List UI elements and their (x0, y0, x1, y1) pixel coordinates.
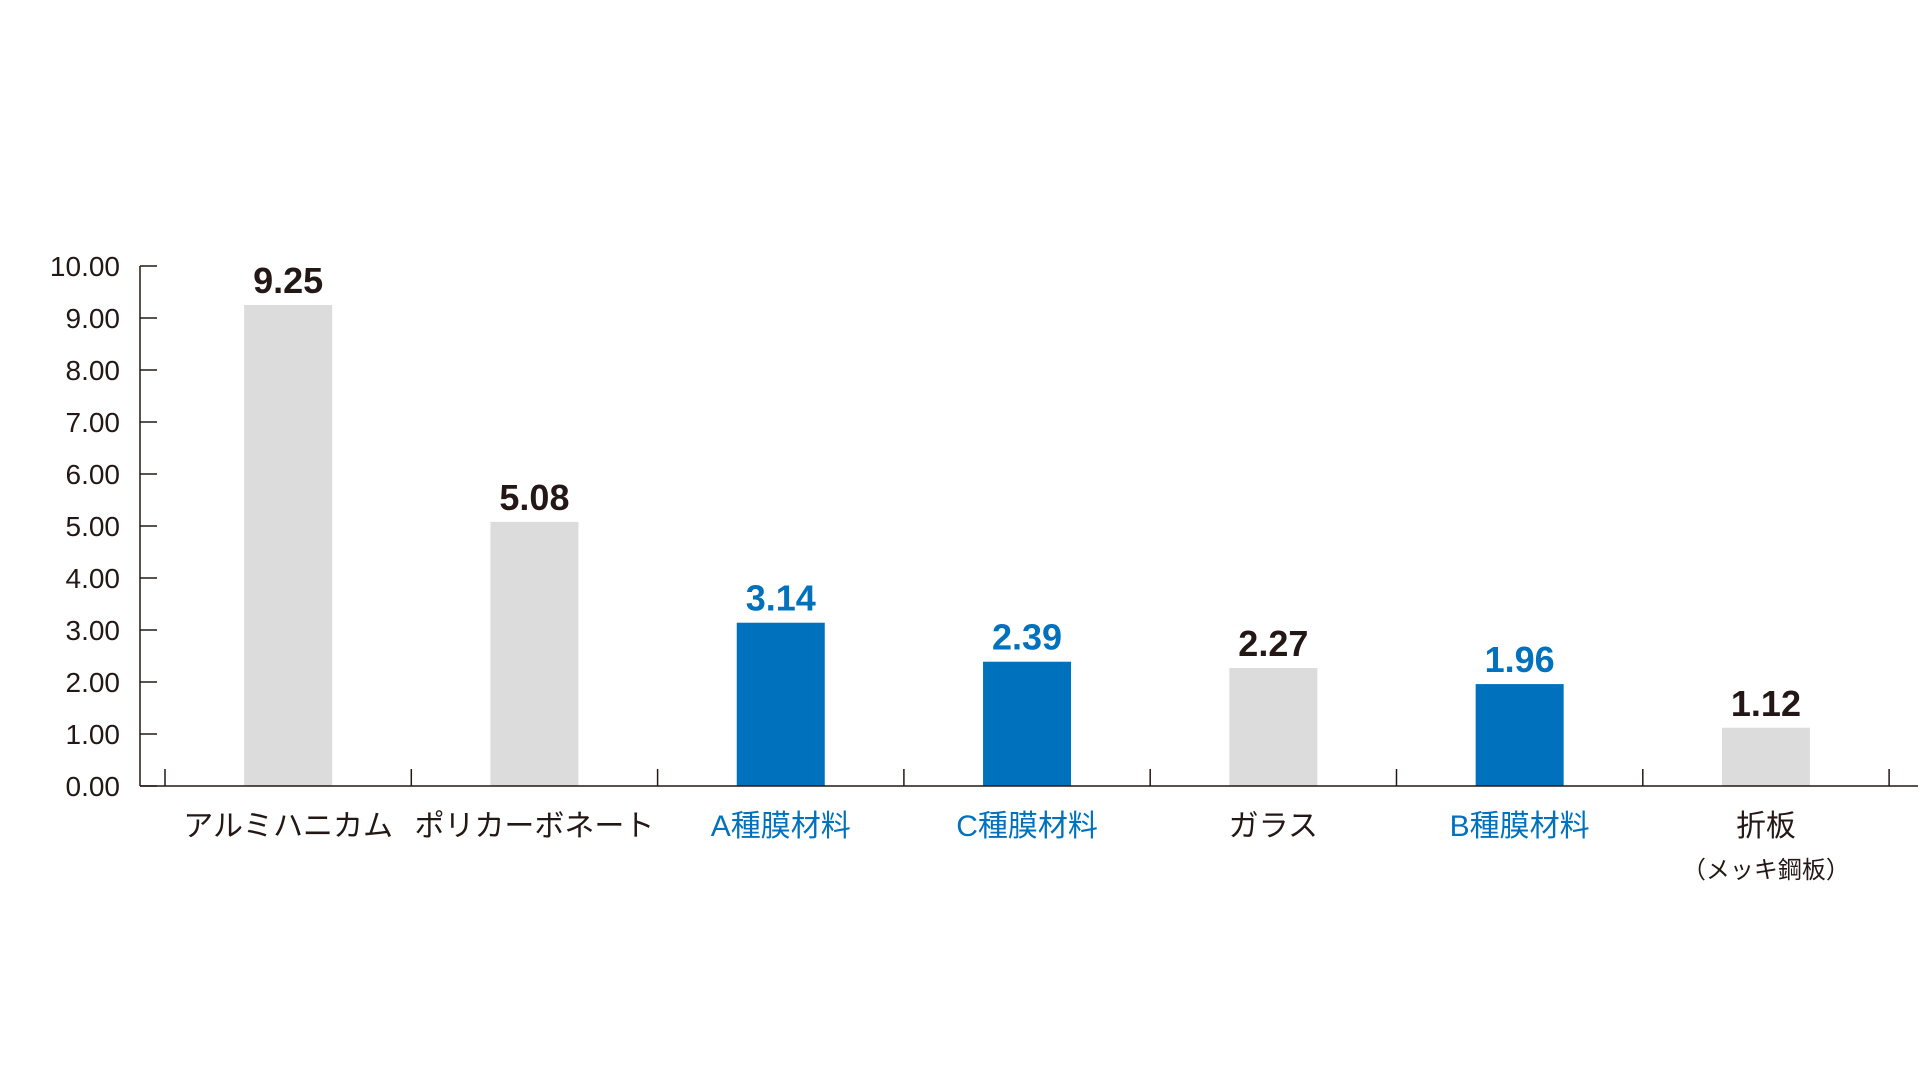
y-tick-label: 9.00 (66, 303, 121, 334)
bar (1475, 684, 1564, 786)
bar-value-label: 3.14 (746, 578, 816, 619)
y-tick-label: 5.00 (66, 511, 121, 542)
bar-value-label: 1.12 (1731, 683, 1801, 724)
y-tick-label: 7.00 (66, 407, 121, 438)
y-tick-label: 8.00 (66, 355, 121, 386)
y-tick-label: 10.00 (50, 251, 120, 282)
y-tick-label: 2.00 (66, 667, 121, 698)
y-axis: 0.00 1.00 2.00 3.00 4.00 5.00 6.00 7.00 8.00 9.00… (50, 251, 157, 802)
bar-value-label: 1.96 (1485, 639, 1555, 680)
category-label: ガラス (1229, 810, 1318, 843)
y-tick-label: 6.00 (66, 459, 121, 490)
category-label: 折板 (1736, 810, 1796, 843)
bar (983, 661, 1072, 786)
category-label: A種膜材料 (711, 810, 851, 843)
bar-value-label: 2.27 (1238, 623, 1308, 664)
y-tick-label: 1.00 (66, 719, 121, 750)
x-axis: アルミハニカム ポリカーボネート A種膜材料 C種膜材料 ガラス B種膜材料 折板 （メッキ鋼… (140, 769, 1918, 884)
bar (1721, 727, 1810, 786)
bar-value-label: 9.25 (253, 260, 323, 301)
category-label: C種膜材料 (956, 810, 1098, 843)
category-label: B種膜材料 (1450, 810, 1590, 843)
bar (490, 521, 579, 786)
bar (244, 305, 333, 786)
bar-value-label: 2.39 (992, 617, 1062, 658)
y-tick-label: 0.00 (66, 771, 121, 802)
bar-value-label: 5.08 (499, 477, 569, 518)
bar (736, 622, 825, 786)
category-label: ポリカーボネート (414, 810, 654, 843)
category-label: アルミハニカム (183, 810, 393, 843)
bar (1229, 667, 1318, 786)
y-tick-label: 3.00 (66, 615, 121, 646)
y-tick-label: 4.00 (66, 563, 121, 594)
bars: 9.25 5.08 3.14 2.39 2.27 1.96 1.12 (244, 260, 1810, 786)
category-sublabel: （メッキ鋼板） (1682, 857, 1850, 884)
